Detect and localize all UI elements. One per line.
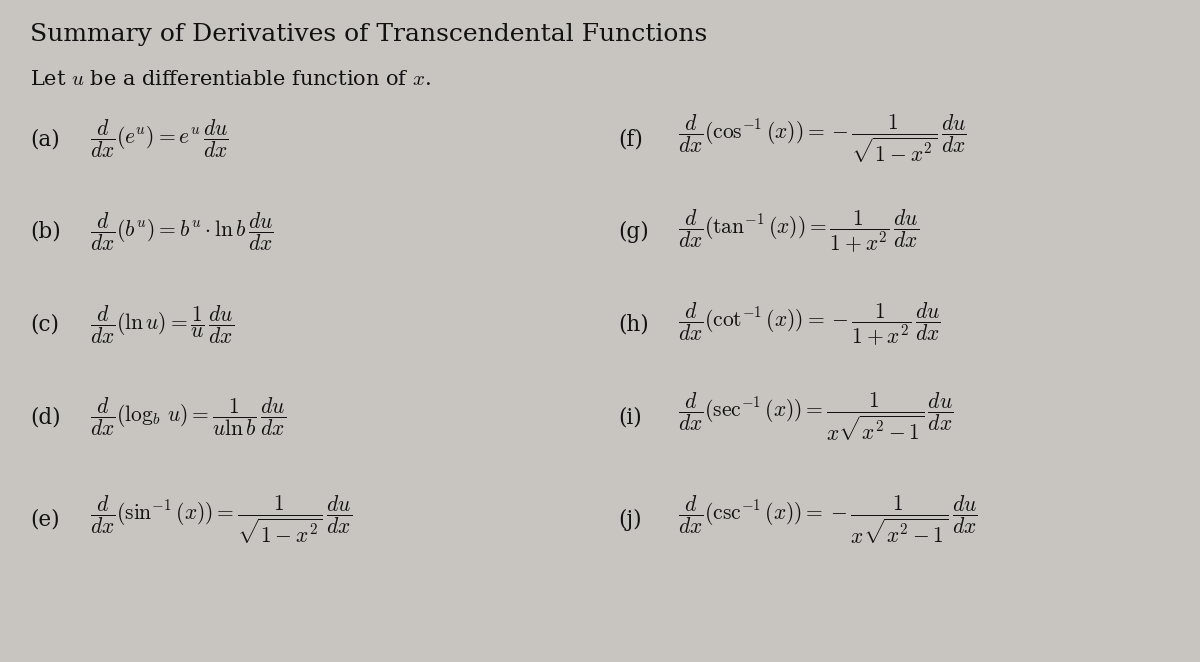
Text: $\dfrac{d}{dx}(\sec^{-1}(x)) = \dfrac{1}{x\sqrt{x^2-1}}\,\dfrac{du}{dx}$: $\dfrac{d}{dx}(\sec^{-1}(x)) = \dfrac{1}… — [678, 391, 954, 443]
Text: (i): (i) — [618, 406, 642, 428]
Text: (c): (c) — [30, 313, 59, 336]
Text: Summary of Derivatives of Transcendental Functions: Summary of Derivatives of Transcendental… — [30, 23, 707, 46]
Text: (h): (h) — [618, 313, 649, 336]
Text: $\dfrac{d}{dx}(\log_{b}\, u) = \dfrac{1}{u\ln b}\,\dfrac{du}{dx}$: $\dfrac{d}{dx}(\log_{b}\, u) = \dfrac{1}… — [90, 396, 286, 438]
Text: (a): (a) — [30, 128, 60, 150]
Text: $\dfrac{d}{dx}(\cot^{-1}(x)) = -\dfrac{1}{1+x^2}\,\dfrac{du}{dx}$: $\dfrac{d}{dx}(\cot^{-1}(x)) = -\dfrac{1… — [678, 301, 941, 348]
Text: (d): (d) — [30, 406, 61, 428]
Text: $\dfrac{d}{dx}(b^{u}) = b^{u} \cdot \ln b\,\dfrac{du}{dx}$: $\dfrac{d}{dx}(b^{u}) = b^{u} \cdot \ln … — [90, 211, 274, 253]
Text: $\dfrac{d}{dx}(\csc^{-1}(x)) = -\dfrac{1}{x\sqrt{x^2-1}}\,\dfrac{du}{dx}$: $\dfrac{d}{dx}(\csc^{-1}(x)) = -\dfrac{1… — [678, 494, 978, 545]
Text: $\dfrac{d}{dx}(\ln u) = \dfrac{1}{u}\,\dfrac{du}{dx}$: $\dfrac{d}{dx}(\ln u) = \dfrac{1}{u}\,\d… — [90, 303, 234, 346]
Text: (g): (g) — [618, 220, 649, 243]
Text: (e): (e) — [30, 508, 60, 531]
Text: (b): (b) — [30, 220, 61, 243]
Text: Let $u$ be a differentiable function of $x$.: Let $u$ be a differentiable function of … — [30, 70, 431, 89]
Text: (j): (j) — [618, 508, 642, 531]
Text: $\dfrac{d}{dx}(e^{u}) = e^{u}\,\dfrac{du}{dx}$: $\dfrac{d}{dx}(e^{u}) = e^{u}\,\dfrac{du… — [90, 118, 229, 160]
Text: $\dfrac{d}{dx}(\tan^{-1}(x)) = \dfrac{1}{1+x^2}\,\dfrac{du}{dx}$: $\dfrac{d}{dx}(\tan^{-1}(x)) = \dfrac{1}… — [678, 208, 919, 256]
Text: (f): (f) — [618, 128, 643, 150]
Text: $\dfrac{d}{dx}(\sin^{-1}(x)) = \dfrac{1}{\sqrt{1-x^2}}\,\dfrac{du}{dx}$: $\dfrac{d}{dx}(\sin^{-1}(x)) = \dfrac{1}… — [90, 494, 352, 545]
Text: $\dfrac{d}{dx}(\cos^{-1}(x)) = -\dfrac{1}{\sqrt{1-x^2}}\,\dfrac{du}{dx}$: $\dfrac{d}{dx}(\cos^{-1}(x)) = -\dfrac{1… — [678, 113, 967, 165]
